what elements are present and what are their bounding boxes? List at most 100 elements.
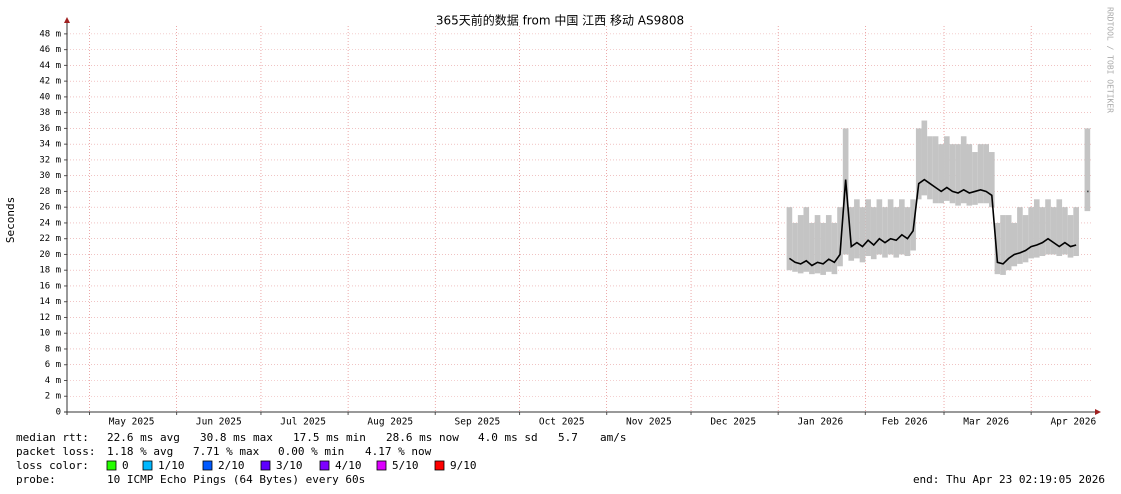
stat-text: 1.18 % avg	[107, 445, 173, 458]
stat-text: 4.0 ms sd	[478, 431, 538, 444]
loss-swatch	[142, 460, 153, 471]
x-tick-label: Oct 2025	[539, 417, 585, 428]
smoke-range	[893, 207, 900, 258]
y-tick-label: 30 m	[39, 171, 61, 181]
x-axis-arrow	[1095, 409, 1101, 415]
smoke-range	[977, 144, 984, 204]
y-tick-label: 28 m	[39, 187, 61, 197]
x-tick-label: Jul 2025	[280, 417, 326, 428]
smoke-range	[1056, 199, 1063, 257]
smoke-range	[1028, 207, 1034, 259]
loss-swatch-label: 5/10	[392, 459, 419, 472]
smoke-range	[899, 199, 905, 255]
smoke-range	[1022, 215, 1029, 263]
smoke-range	[1000, 215, 1006, 275]
smoke-range	[876, 199, 883, 255]
smoke-range	[915, 128, 922, 200]
loss-swatch-label: 2/10	[218, 459, 245, 472]
y-tick-label: 48 m	[39, 29, 61, 39]
y-axis-arrow	[64, 17, 70, 23]
smoke-range	[944, 136, 950, 201]
chart-title: 365天前的数据 from 中国 江西 移动 AS9808	[436, 13, 684, 28]
stat-text: 28.6 ms now	[386, 431, 459, 444]
stat-text: am/s	[600, 431, 627, 444]
x-tick-label: Mar 2026	[963, 417, 1009, 428]
stat-text: median rtt:	[16, 431, 89, 444]
smoke-range	[814, 215, 821, 274]
loss-swatch-label: 4/10	[335, 459, 362, 472]
y-tick-label: 18 m	[39, 266, 61, 276]
smoke-range	[1005, 215, 1012, 271]
smoke-range	[837, 207, 843, 267]
stat-text: 22.6 ms avg	[107, 431, 180, 444]
smoke-range	[792, 222, 798, 272]
loss-swatch	[434, 460, 445, 471]
y-tick-label: 40 m	[39, 92, 61, 102]
x-tick-label: Sep 2025	[455, 417, 501, 428]
smoke-range	[988, 152, 995, 208]
smoke-range	[921, 120, 928, 196]
y-tick-label: 26 m	[39, 203, 61, 213]
stat-text: 4.17 % now	[365, 445, 432, 458]
smoke-range	[1073, 207, 1079, 257]
smoke-range	[797, 215, 804, 274]
loss-swatch-label: 3/10	[276, 459, 303, 472]
stat-text: 5.7	[558, 431, 578, 444]
smoke-range	[1062, 207, 1068, 255]
y-tick-label: 44 m	[39, 61, 61, 71]
smoke-range	[870, 207, 877, 260]
stat-text: 7.71 % max	[193, 445, 260, 458]
smoke-range	[994, 222, 1001, 275]
stat-text: 17.5 ms min	[293, 431, 366, 444]
smoke-range	[1039, 207, 1046, 257]
y-tick-label: 32 m	[39, 155, 61, 165]
watermark: RRDTOOL / TOBI OETIKER	[1106, 7, 1115, 113]
smoke-range	[932, 136, 939, 204]
loss-color-label: loss color:	[16, 459, 89, 472]
smoke-range	[786, 207, 793, 271]
smoke-range	[803, 207, 810, 272]
loss-swatch	[202, 460, 213, 471]
y-tick-label: 34 m	[39, 140, 61, 150]
loss-swatch-label: 0	[122, 459, 129, 472]
end-time: end: Thu Apr 23 02:19:05 2026	[913, 473, 1105, 486]
smoke-range	[938, 144, 945, 204]
y-tick-label: 0	[56, 408, 61, 418]
smoke-range	[966, 144, 973, 206]
smoke-range	[904, 207, 911, 257]
loss-swatch	[376, 460, 387, 471]
smoke-range	[825, 215, 832, 272]
smoke-range	[831, 222, 838, 275]
y-tick-label: 14 m	[39, 297, 61, 307]
smoke-range	[983, 144, 989, 204]
loss-swatch	[319, 460, 330, 471]
y-tick-label: 10 m	[39, 329, 61, 339]
probe-label: probe:	[16, 473, 56, 486]
probe-text: 10 ICMP Echo Pings (64 Bytes) every 60s	[107, 473, 365, 486]
x-tick-label: Jan 2026	[797, 417, 843, 428]
stat-text: 30.8 ms max	[200, 431, 273, 444]
y-tick-label: 38 m	[39, 108, 61, 118]
median-line	[788, 178, 1077, 267]
smoke-range	[859, 207, 866, 263]
smoke-range	[842, 128, 849, 255]
loss-swatch-label: 1/10	[158, 459, 185, 472]
smoke-range	[960, 136, 967, 204]
y-tick-label: 2 m	[45, 392, 61, 402]
smoke-range	[955, 144, 961, 206]
loss-swatch-label: 9/10	[450, 459, 477, 472]
x-tick-label: Dec 2025	[710, 417, 756, 428]
smoke-range	[820, 222, 826, 275]
x-tick-label: Nov 2025	[626, 417, 672, 428]
smoke-range	[1067, 215, 1074, 258]
y-tick-label: 20 m	[39, 250, 61, 260]
y-tick-label: 22 m	[39, 234, 61, 244]
smoke-range	[972, 152, 978, 205]
smoke-range	[1017, 207, 1023, 264]
smoke-range	[865, 199, 871, 257]
x-tick-label: May 2025	[109, 417, 155, 428]
y-tick-label: 16 m	[39, 281, 61, 291]
x-tick-label: Jun 2025	[196, 417, 242, 428]
y-tick-label: 12 m	[39, 313, 61, 323]
y-tick-label: 24 m	[39, 218, 61, 228]
